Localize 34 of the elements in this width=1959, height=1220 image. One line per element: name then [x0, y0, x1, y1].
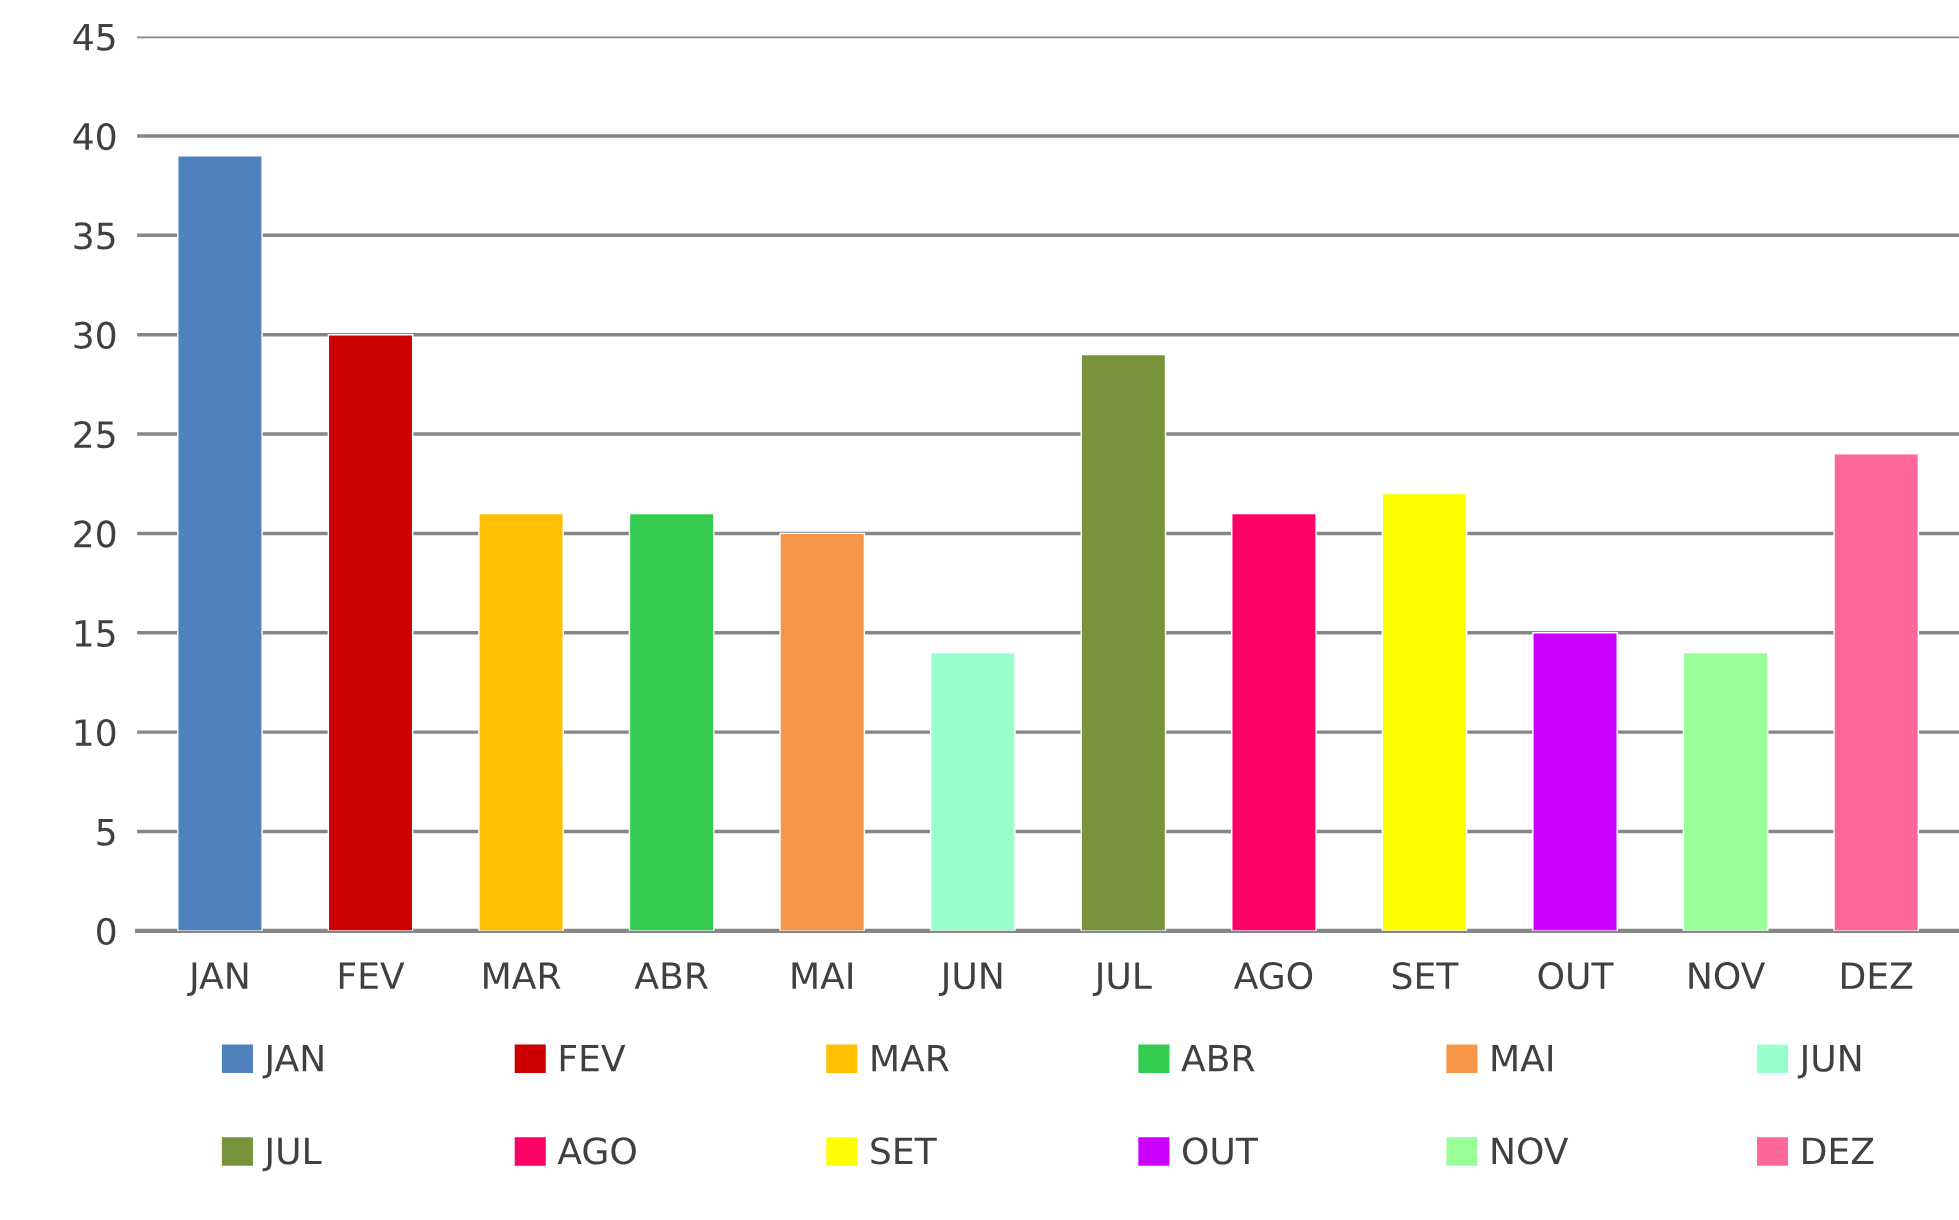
- x-tick-label: MAR: [484, 962, 561, 989]
- legend-label: FEV: [560, 1044, 626, 1072]
- x-tick-label: MAI: [792, 962, 852, 989]
- y-tick-label: 45: [73, 23, 115, 51]
- legend-label: JUN: [1797, 1044, 1861, 1079]
- x-tick-label: JUL: [1092, 962, 1152, 997]
- legend-label: MAI: [1492, 1044, 1552, 1072]
- x-tick-label: NOV: [1689, 962, 1766, 990]
- x-tick-label: JAN: [187, 962, 248, 997]
- y-tick-label: 35: [74, 222, 115, 250]
- legend-label: AGO: [557, 1137, 636, 1165]
- x-tick-label: DEZ: [1842, 962, 1913, 989]
- legend-label: JUL: [262, 1137, 322, 1172]
- y-tick-label: 5: [97, 818, 115, 846]
- x-tick-label: ABR: [634, 962, 708, 989]
- y-tick-label: 0: [97, 917, 116, 946]
- x-tick-label: AGO: [1233, 962, 1313, 990]
- legend-label: OUT: [1183, 1137, 1258, 1165]
- legend-label: SET: [871, 1137, 937, 1165]
- x-tick-label: SET: [1392, 962, 1459, 990]
- y-tick-label: 20: [74, 520, 116, 548]
- y-tick-label: 40: [73, 122, 116, 151]
- legend-label: NOV: [1492, 1137, 1569, 1165]
- legend-label: ABR: [1181, 1044, 1255, 1072]
- legend-label: JAN: [262, 1044, 323, 1079]
- legend-label: MAR: [872, 1044, 949, 1072]
- x-tick-label: JUN: [938, 962, 1002, 997]
- y-tick-label: 30: [74, 321, 116, 349]
- x-tick-label: OUT: [1538, 962, 1614, 990]
- y-tick-label: 25: [74, 420, 115, 449]
- y-tick-label: 10: [75, 719, 116, 747]
- legend-label: DEZ: [1803, 1137, 1874, 1165]
- y-tick-label: 15: [75, 620, 115, 648]
- x-tick-label: FEV: [339, 962, 405, 989]
